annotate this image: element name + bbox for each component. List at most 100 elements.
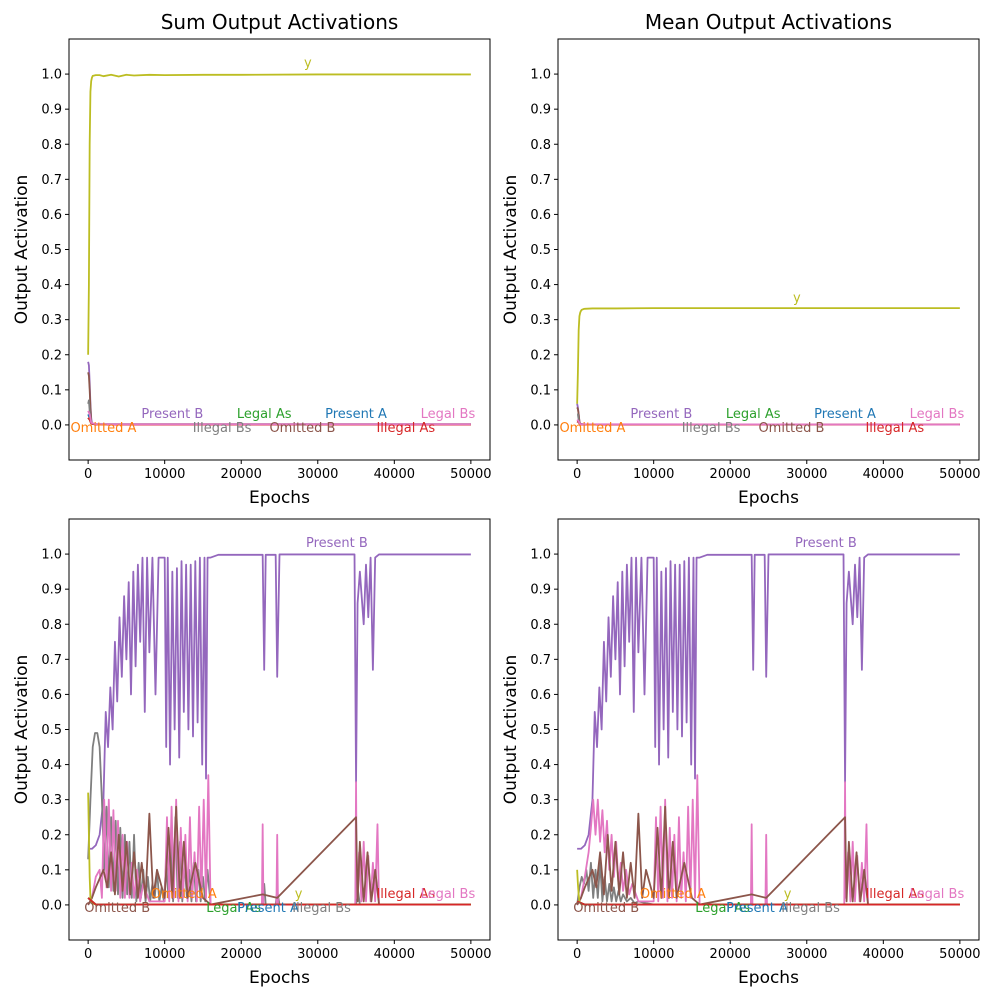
annotation-present-a: Present A [814, 407, 876, 422]
y-tick-label: 1.0 [530, 68, 551, 83]
y-tick-label: 0.6 [530, 688, 551, 703]
y-tick-label: 0.0 [530, 898, 551, 913]
y-tick-label: 0.8 [41, 138, 62, 153]
chart-panel-2: 0 10000 20000 30000 40000 50000 0.0 0.1 0.2 0.3 0.… [501, 10, 981, 508]
y-tick-label: 0.9 [41, 583, 62, 598]
x-tick-label: 50000 [450, 467, 491, 482]
series-line-illegal-as [87, 897, 471, 906]
x-tick-label: 30000 [297, 947, 338, 962]
annotation-present-a: Present A [726, 901, 788, 916]
y-tick-label: 0.4 [41, 278, 62, 293]
y-tick-label: 0.1 [530, 863, 551, 878]
x-tick-label: 30000 [297, 467, 338, 482]
y-tick-label: 0.3 [41, 313, 62, 328]
annotation-y: y [295, 887, 303, 902]
annotation-legal-as: Legal As [726, 407, 781, 422]
annotation-omitted-a: Omitted A [70, 421, 136, 436]
annotation-y: y [304, 56, 312, 71]
x-tick-label: 50000 [450, 947, 491, 962]
x-tick-label: 30000 [786, 947, 827, 962]
y-tick-label: 0.3 [530, 313, 551, 328]
y-tick-label: 0.7 [41, 653, 62, 668]
x-tick-label: 30000 [786, 467, 827, 482]
annotation-illegal-as: Illegal As [376, 421, 435, 436]
x-tick-label: 20000 [221, 947, 262, 962]
annotation-illegal-as: Illegal As [376, 887, 435, 902]
y-tick-label: 0.0 [41, 418, 62, 433]
y-tick-label: 0.2 [530, 828, 551, 843]
x-tick-label: 40000 [863, 947, 904, 962]
annotation-omitted-a: Omitted A [640, 887, 706, 902]
annotation-omitted-a: Omitted A [559, 421, 625, 436]
annotation-omitted-b: Omitted B [758, 421, 824, 436]
x-tick-label: 20000 [710, 947, 751, 962]
y-tick-label: 0.1 [41, 383, 62, 398]
y-tick-label: 0.6 [530, 208, 551, 223]
y-tick-label: 0.2 [530, 348, 551, 363]
x-tick-label: 40000 [374, 467, 415, 482]
y-tick-label: 0.9 [530, 103, 551, 118]
x-tick-label: 10000 [633, 467, 674, 482]
y-tick-label: 0.5 [41, 243, 62, 258]
annotation-omitted-b: Omitted B [573, 901, 639, 916]
y-tick-label: 0.9 [41, 103, 62, 118]
y-tick-label: 0.0 [530, 418, 551, 433]
y-tick-label: 0.1 [530, 383, 551, 398]
x-axis-label: Epochs [249, 968, 310, 988]
y-tick-label: 0.0 [41, 898, 62, 913]
y-tick-label: 0.4 [41, 758, 62, 773]
series-group [87, 73, 471, 426]
x-tick-label: 10000 [633, 947, 674, 962]
x-tick-label: 0 [84, 947, 92, 962]
y-tick-label: 0.3 [530, 793, 551, 808]
annotation-illegal-bs: Illegal Bs [682, 421, 741, 436]
y-tick-label: 0.4 [530, 278, 551, 293]
y-tick-label: 0.2 [41, 348, 62, 363]
x-tick-label: 40000 [374, 947, 415, 962]
series-line-illegal-as [576, 900, 960, 906]
annotation-legal-bs: Legal Bs [421, 887, 476, 902]
x-axis-label: Epochs [738, 968, 799, 988]
axes-frame [68, 38, 491, 461]
y-tick-label: 0.4 [530, 758, 551, 773]
annotation-present-a: Present A [325, 407, 387, 422]
y-tick-label: 0.1 [41, 863, 62, 878]
annotation-legal-as: Legal As [237, 407, 292, 422]
annotation-legal-bs: Legal Bs [910, 887, 965, 902]
y-axis-label: Output Activation [12, 175, 32, 325]
annotation-present-b: Present B [630, 407, 692, 422]
y-tick-label: 0.6 [41, 688, 62, 703]
y-tick-label: 0.2 [41, 828, 62, 843]
chart-title: Mean Output Activations [645, 10, 892, 34]
chart-panel-4: 0 10000 20000 30000 40000 50000 0.0 0.1 0.2 0.3 0.… [501, 518, 981, 988]
x-tick-label: 0 [573, 947, 581, 962]
y-tick-label: 1.0 [41, 548, 62, 563]
y-axis-label: Output Activation [501, 655, 521, 805]
x-tick-label: 20000 [221, 467, 262, 482]
annotation-illegal-bs: Illegal Bs [193, 421, 252, 436]
y-tick-label: 0.8 [530, 138, 551, 153]
y-axis-label: Output Activation [12, 655, 32, 805]
y-tick-label: 1.0 [530, 548, 551, 563]
x-tick-label: 20000 [710, 467, 751, 482]
y-tick-label: 0.8 [530, 618, 551, 633]
annotation-illegal-bs: Illegal Bs [781, 901, 840, 916]
annotation-legal-bs: Legal Bs [421, 407, 476, 422]
annotation-legal-as: Legal As [206, 901, 261, 916]
y-tick-label: 0.9 [530, 583, 551, 598]
series-line-omitted-b [576, 805, 960, 906]
series-group [87, 553, 471, 906]
annotation-present-b: Present B [795, 536, 857, 551]
annotation-illegal-as: Illegal As [865, 887, 924, 902]
y-tick-label: 0.5 [41, 723, 62, 738]
x-tick-label: 10000 [144, 947, 185, 962]
y-tick-label: 0.5 [530, 723, 551, 738]
x-axis-label: Epochs [738, 488, 799, 508]
y-tick-label: 0.7 [530, 173, 551, 188]
y-tick-label: 0.3 [41, 793, 62, 808]
series-line-omitted-b [87, 805, 471, 906]
axes-frame [557, 38, 980, 461]
annotation-present-a: Present A [237, 901, 299, 916]
chart-panel-1: 0 10000 20000 30000 40000 50000 0.0 0.1 0.2 0.3 0.… [12, 10, 492, 508]
